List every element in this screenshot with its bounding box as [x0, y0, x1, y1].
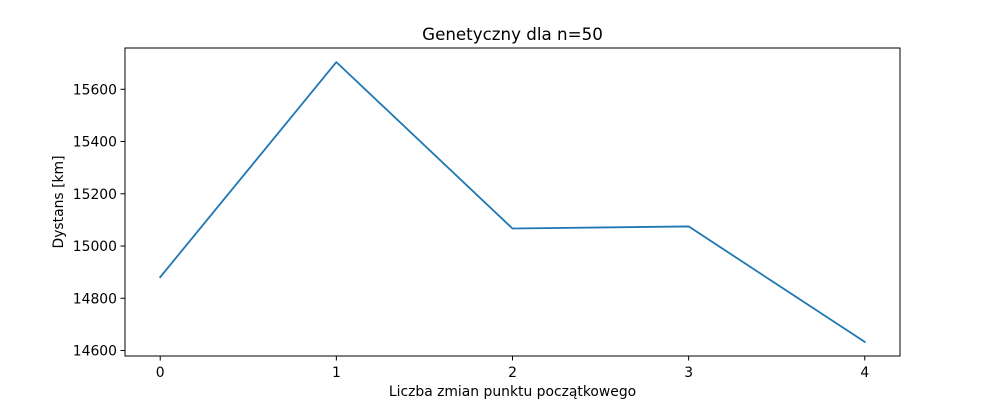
x-tick-label: 0: [156, 365, 165, 381]
x-tick-label: 2: [508, 365, 517, 381]
chart-title: Genetyczny dla n=50: [422, 24, 603, 44]
series-layer: [158, 61, 867, 344]
y-axis-ticks: 14600 14800 15000 15200 15400 15600: [73, 82, 125, 360]
x-tick-label: 4: [860, 365, 869, 381]
y-tick-label: 14600: [73, 344, 117, 360]
y-tick-label: 15200: [73, 187, 117, 203]
x-axis-label: Liczba zmian punktu początkowego: [389, 384, 636, 400]
series-line-0: [158, 61, 867, 344]
y-axis-label: Dystans [km]: [51, 156, 67, 249]
x-tick-label: 1: [332, 365, 341, 381]
y-tick-label: 15400: [73, 135, 117, 151]
y-tick-label: 15600: [73, 82, 117, 98]
y-tick-label: 15000: [73, 239, 117, 255]
y-tick-label: 14800: [73, 291, 117, 307]
plot-frame: [124, 47, 901, 357]
x-tick-label: 3: [684, 365, 693, 381]
x-axis-ticks: 0 1 2 3 4: [156, 356, 869, 381]
plot-area: [125, 48, 900, 356]
